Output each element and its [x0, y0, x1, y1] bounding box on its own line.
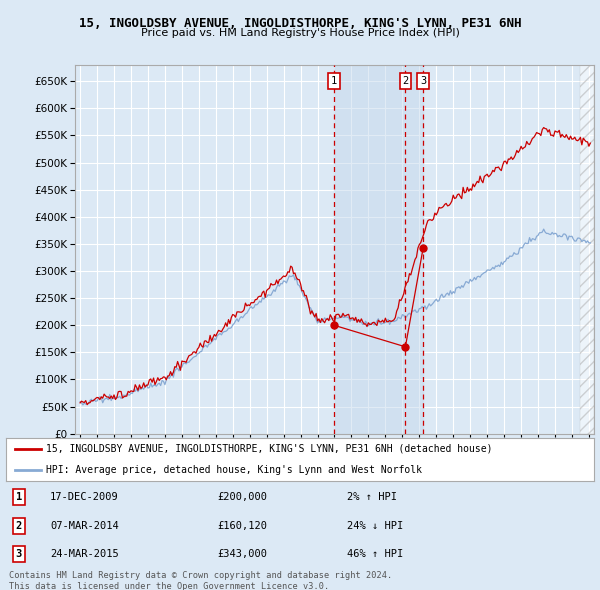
Text: Contains HM Land Registry data © Crown copyright and database right 2024.
This d: Contains HM Land Registry data © Crown c… [9, 571, 392, 590]
Text: Price paid vs. HM Land Registry's House Price Index (HPI): Price paid vs. HM Land Registry's House … [140, 28, 460, 38]
Text: 24% ↓ HPI: 24% ↓ HPI [347, 521, 403, 530]
Text: 1: 1 [16, 492, 22, 502]
Text: 1: 1 [331, 76, 337, 86]
Text: 3: 3 [420, 76, 427, 86]
Text: 15, INGOLDSBY AVENUE, INGOLDISTHORPE, KING'S LYNN, PE31 6NH (detached house): 15, INGOLDSBY AVENUE, INGOLDISTHORPE, KI… [46, 444, 493, 454]
Text: £200,000: £200,000 [218, 492, 268, 502]
Text: 15, INGOLDSBY AVENUE, INGOLDISTHORPE, KING'S LYNN, PE31 6NH: 15, INGOLDSBY AVENUE, INGOLDISTHORPE, KI… [79, 17, 521, 30]
Text: 2: 2 [402, 76, 409, 86]
Text: £343,000: £343,000 [218, 549, 268, 559]
Text: 07-MAR-2014: 07-MAR-2014 [50, 521, 119, 530]
Bar [334, 65, 423, 434]
Text: 3: 3 [16, 549, 22, 559]
Text: 2: 2 [16, 521, 22, 530]
Text: 46% ↑ HPI: 46% ↑ HPI [347, 549, 403, 559]
Text: 2% ↑ HPI: 2% ↑ HPI [347, 492, 397, 502]
Text: 17-DEC-2009: 17-DEC-2009 [50, 492, 119, 502]
Text: 24-MAR-2015: 24-MAR-2015 [50, 549, 119, 559]
Text: HPI: Average price, detached house, King's Lynn and West Norfolk: HPI: Average price, detached house, King… [46, 466, 422, 475]
Text: £160,120: £160,120 [218, 521, 268, 530]
